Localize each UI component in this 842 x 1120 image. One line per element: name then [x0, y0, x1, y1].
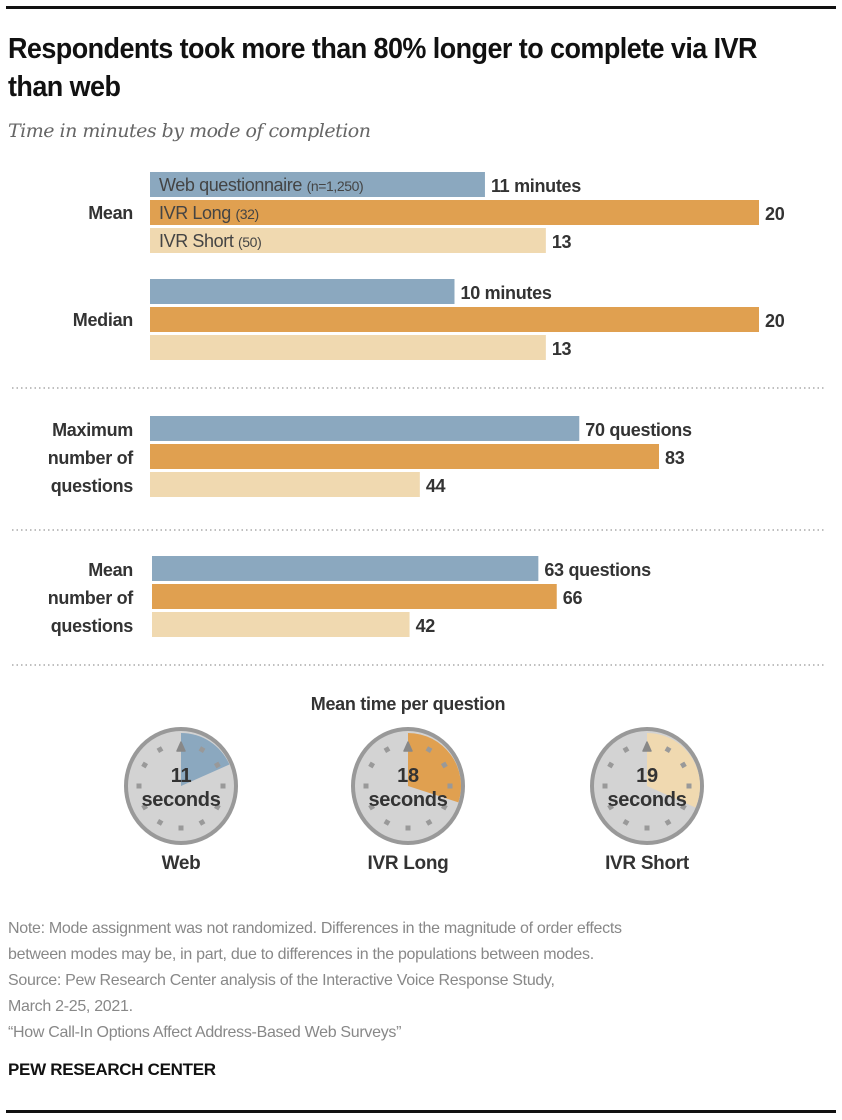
data-label: 66	[563, 588, 583, 608]
stopwatch-section-title: Mean time per question	[311, 694, 505, 714]
stopwatch-tick	[607, 803, 615, 811]
data-label: 13	[552, 232, 572, 252]
stopwatch-value: 11	[171, 765, 192, 787]
stopwatch-value: 18	[397, 765, 419, 787]
stopwatch-tick	[198, 818, 206, 826]
stopwatch-tick	[220, 783, 226, 789]
stopwatch-value: 19	[636, 765, 658, 787]
legend-label-web: Web questionnaire (n=1,250)	[159, 175, 363, 195]
stopwatch-tick	[178, 825, 184, 831]
bar-web	[152, 556, 539, 581]
stopwatch-tick	[363, 783, 369, 789]
data-label: 63 questions	[544, 560, 651, 580]
bar-ivr-short	[150, 228, 546, 253]
stopwatch-tick	[664, 746, 672, 754]
stopwatch-pointer-icon	[403, 741, 413, 752]
stopwatch-label: IVR Short	[605, 853, 690, 874]
legend-label-ivr-short: IVR Short (50)	[159, 231, 261, 251]
data-label: 83	[665, 448, 685, 468]
chart-subtitle: Time in minutes by mode of completion	[8, 120, 371, 142]
stopwatch-tick	[607, 761, 615, 769]
data-label: 11 minutes	[491, 176, 581, 196]
stopwatch-tick	[156, 818, 164, 826]
bar-ivr-long	[150, 444, 659, 469]
source-line: March 2-25, 2021.	[8, 998, 133, 1015]
stopwatch-tick	[141, 761, 149, 769]
bar-ivr-short	[150, 472, 420, 497]
note-line: Note: Mode assignment was not randomized…	[8, 920, 622, 937]
stopwatch-tick	[602, 783, 608, 789]
stopwatch-tick	[425, 818, 433, 826]
bar-web	[150, 416, 580, 441]
data-label: 44	[426, 476, 446, 496]
bar-web	[150, 172, 485, 197]
stopwatch-tick	[368, 761, 376, 769]
stopwatch-wedge	[181, 733, 230, 786]
stopwatch-pointer-icon	[176, 741, 186, 752]
stopwatch-label: Web	[162, 853, 201, 874]
stopwatch-tick	[440, 803, 448, 811]
data-label: 13	[552, 339, 572, 359]
stopwatch-unit: seconds	[607, 789, 686, 811]
group-label-mean_questions: Mean	[88, 560, 133, 580]
group-label-max_questions: questions	[51, 476, 134, 496]
stopwatch-tick	[622, 746, 630, 754]
group-label-max_questions: number of	[48, 448, 135, 468]
group-label-mean: Mean	[88, 203, 133, 223]
chart-title: Respondents took more than 80% longer to…	[8, 33, 758, 103]
legend-label-ivr-long: IVR Long (32)	[159, 203, 259, 223]
top-rule	[6, 6, 836, 9]
data-label: 20	[765, 311, 785, 331]
source-line: Source: Pew Research Center analysis of …	[8, 972, 555, 989]
data-label: 42	[416, 616, 436, 636]
bar-web	[150, 279, 455, 304]
bar-ivr-long	[150, 307, 759, 332]
chart-canvas: Mean 11 minutes Web questionnaire (n=1,250…	[12, 172, 826, 874]
group-label-median: Median	[73, 310, 133, 330]
data-label: 10 minutes	[461, 283, 552, 303]
group-label-mean_questions: questions	[51, 616, 134, 636]
stopwatch-tick	[213, 761, 221, 769]
stopwatch-tick	[368, 803, 376, 811]
stopwatch-tick	[679, 761, 687, 769]
bar-ivr-long	[152, 584, 557, 609]
stopwatch-label: IVR Long	[368, 853, 449, 874]
footnote: Note: Mode assignment was not randomized…	[8, 916, 828, 1046]
group-label-max_questions: Maximum	[52, 420, 133, 440]
stopwatch-tick	[383, 818, 391, 826]
bar-ivr-long	[150, 200, 759, 225]
stopwatch-unit: seconds	[368, 789, 447, 811]
stopwatch-tick	[664, 818, 672, 826]
stopwatch-tick	[686, 783, 692, 789]
stopwatch-tick	[198, 746, 206, 754]
data-label: 70 questions	[585, 420, 692, 440]
bar-ivr-short	[150, 335, 546, 360]
stopwatch-tick	[405, 825, 411, 831]
stopwatch-tick	[447, 783, 453, 789]
stopwatch-tick	[141, 803, 149, 811]
stopwatch-unit: seconds	[141, 789, 220, 811]
data-label: 20	[765, 204, 785, 224]
bar-ivr-short	[152, 612, 410, 637]
note-line: between modes may be, in part, due to di…	[8, 946, 594, 963]
stopwatch-tick	[383, 746, 391, 754]
stopwatch-tick	[425, 746, 433, 754]
bottom-rule	[6, 1110, 836, 1113]
stopwatch-tick	[644, 825, 650, 831]
stopwatch-tick	[156, 746, 164, 754]
stopwatch-tick	[679, 803, 687, 811]
stopwatch-pointer-icon	[642, 741, 652, 752]
stopwatch-tick	[440, 761, 448, 769]
pew-logo-text: PEW RESEARCH CENTER	[8, 1060, 216, 1079]
report-title-line: “How Call-In Options Affect Address-Base…	[8, 1024, 402, 1041]
stopwatch-wedge	[647, 733, 700, 808]
stopwatch-tick	[213, 803, 221, 811]
stopwatch-tick	[622, 818, 630, 826]
group-label-mean_questions: number of	[48, 588, 135, 608]
stopwatch-tick	[136, 783, 142, 789]
